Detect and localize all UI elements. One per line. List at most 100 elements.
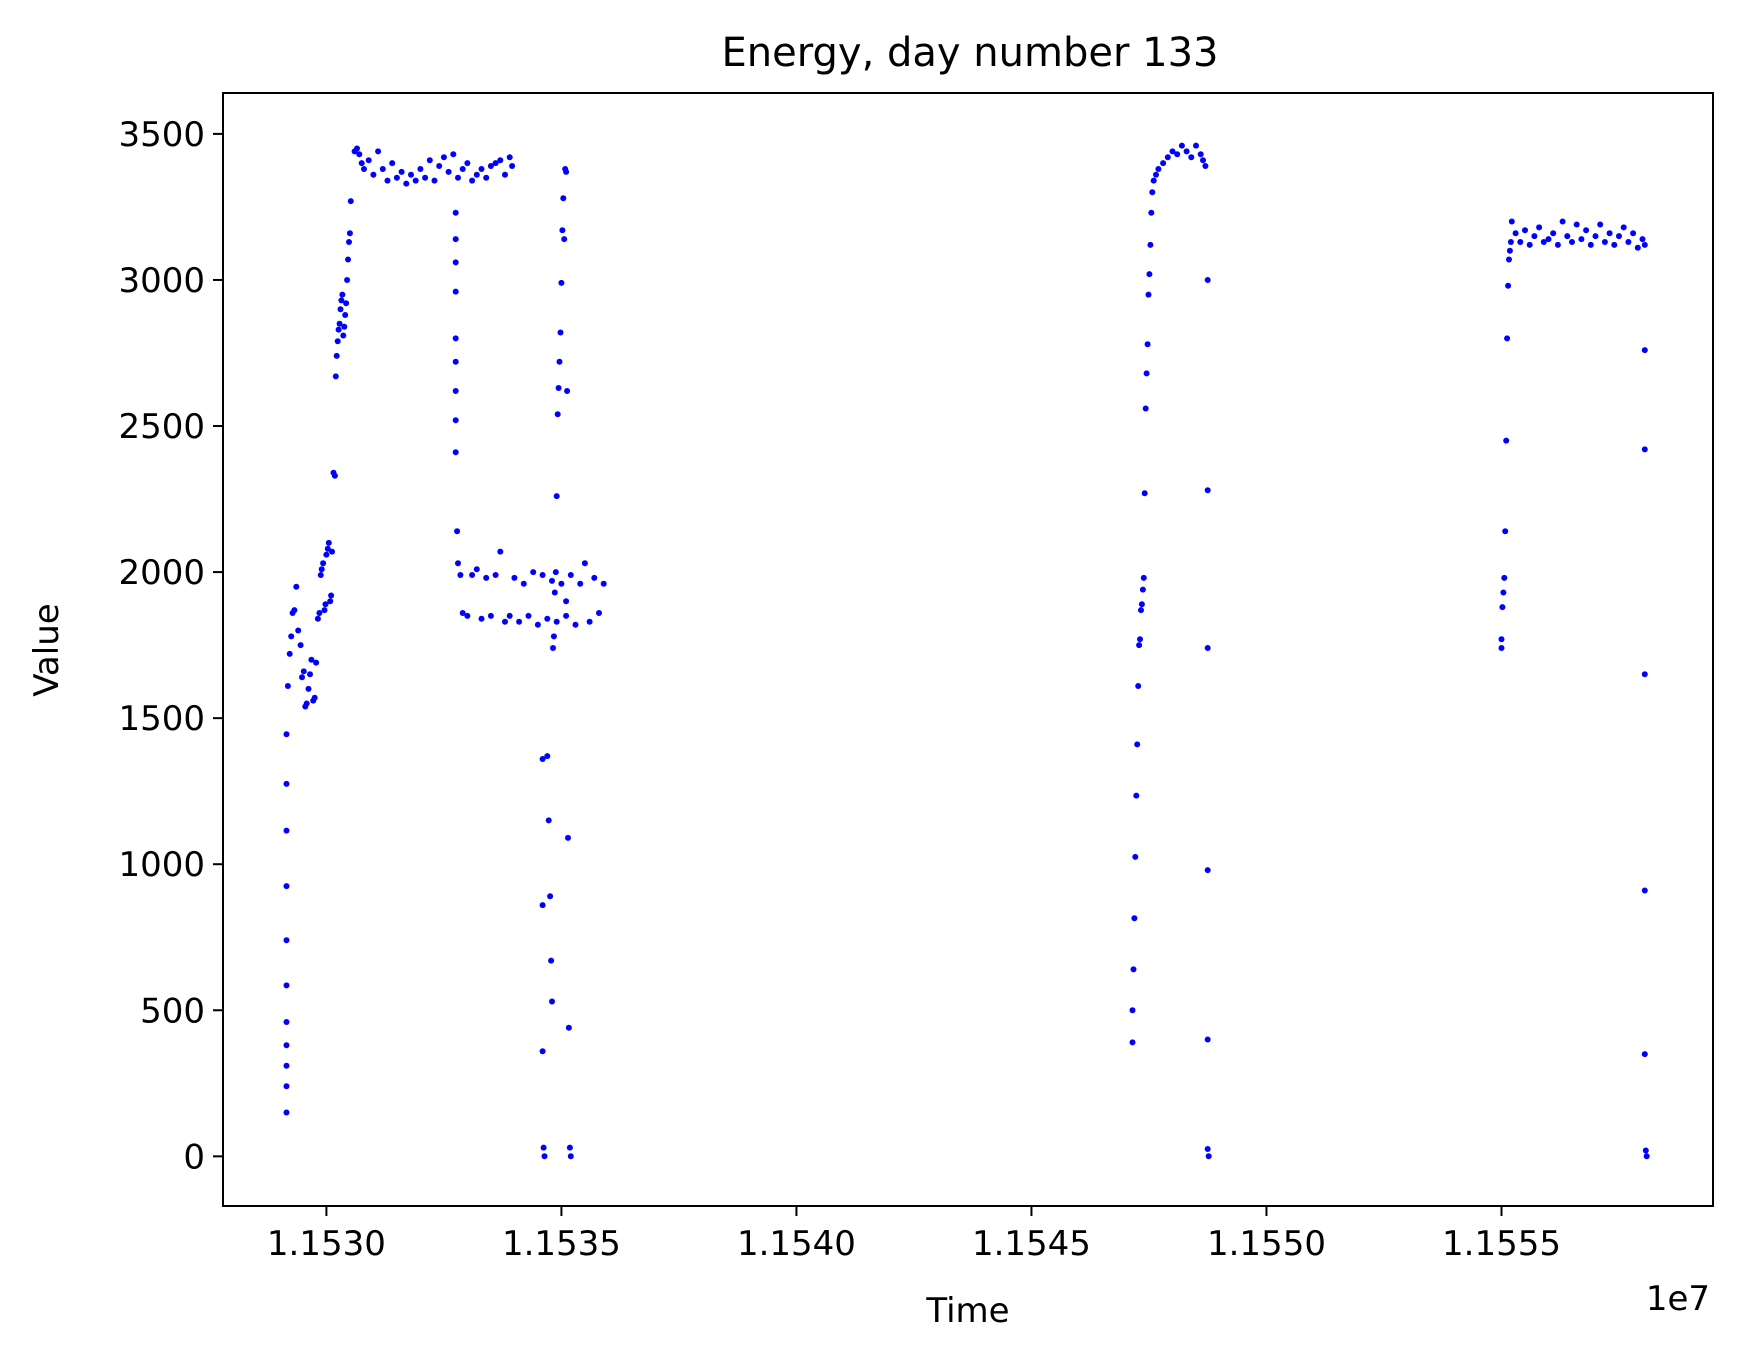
data-point: [1138, 607, 1144, 614]
data-point: [299, 674, 305, 681]
data-point: [549, 577, 555, 584]
data-point: [497, 548, 504, 555]
data-point: [431, 177, 438, 184]
data-point: [291, 607, 298, 614]
data-point: [323, 551, 330, 558]
data-point: [311, 694, 318, 701]
data-point: [1205, 1153, 1212, 1160]
data-point: [283, 827, 290, 834]
data-point: [459, 166, 466, 172]
data-point: [534, 621, 541, 628]
data-point: [1559, 218, 1566, 225]
data-point: [1204, 1146, 1211, 1152]
data-point: [283, 1042, 290, 1049]
chart-title: Energy, day number 133: [722, 30, 1219, 76]
data-point: [1133, 792, 1140, 799]
data-point: [1137, 636, 1143, 643]
data-point: [1145, 291, 1152, 298]
data-point: [370, 171, 377, 178]
data-point: [483, 574, 490, 581]
data-point: [283, 731, 290, 738]
data-point: [1204, 1036, 1211, 1043]
data-point: [540, 1144, 547, 1151]
data-point: [403, 180, 410, 187]
data-point: [559, 227, 566, 234]
data-point: [1583, 227, 1590, 234]
data-point: [398, 168, 405, 175]
data-point: [293, 583, 300, 590]
data-point: [511, 574, 518, 581]
data-point: [305, 685, 312, 692]
data-point: [322, 601, 329, 608]
data-point: [581, 560, 588, 567]
y-tick-label: 3500: [118, 115, 205, 155]
data-point: [1178, 142, 1185, 149]
data-point: [1169, 148, 1176, 155]
data-point: [393, 174, 400, 181]
data-point: [450, 151, 457, 158]
data-point: [314, 615, 321, 622]
data-point: [1501, 574, 1508, 581]
data-point: [1512, 230, 1519, 237]
data-point: [1569, 239, 1575, 245]
data-point: [1500, 589, 1507, 596]
data-point: [596, 610, 602, 616]
data-point: [452, 449, 459, 456]
data-point: [440, 154, 447, 161]
data-point: [553, 618, 560, 625]
data-point: [318, 566, 325, 573]
data-point: [1204, 487, 1211, 494]
data-point: [356, 151, 363, 158]
data-point: [1505, 282, 1512, 289]
data-point: [340, 332, 347, 339]
data-point: [1641, 1051, 1648, 1058]
data-point: [487, 163, 494, 169]
data-point: [426, 157, 433, 164]
data-point: [464, 160, 471, 167]
data-point: [547, 893, 554, 900]
data-point: [563, 598, 570, 605]
data-point: [551, 589, 558, 596]
data-point: [328, 592, 335, 599]
data-point: [1135, 683, 1142, 689]
data-point: [516, 618, 523, 625]
data-point: [1498, 636, 1505, 643]
data-point: [473, 171, 480, 178]
data-point: [436, 163, 443, 169]
data-point: [1498, 645, 1505, 651]
data-point: [549, 998, 555, 1005]
data-point: [539, 756, 546, 762]
data-point: [558, 279, 565, 286]
data-point: [1502, 528, 1509, 535]
data-point: [338, 297, 345, 304]
data-point: [552, 569, 559, 576]
data-point: [1204, 645, 1211, 651]
data-point: [452, 259, 459, 266]
data-point: [586, 618, 593, 625]
data-point: [1545, 236, 1552, 243]
data-point: [577, 580, 584, 587]
data-point: [288, 633, 295, 640]
data-point: [1507, 239, 1514, 245]
data-point: [454, 528, 461, 535]
data-point: [1620, 224, 1627, 231]
data-point: [1139, 586, 1146, 593]
data-point: [384, 177, 391, 184]
data-point: [1578, 236, 1585, 243]
y-tick-label: 0: [183, 1137, 205, 1177]
x-tick-label: 1.1530: [267, 1224, 386, 1264]
data-point: [1641, 347, 1648, 354]
data-point: [341, 323, 348, 330]
data-point: [1592, 233, 1599, 240]
data-point: [539, 572, 546, 578]
data-point: [556, 358, 563, 365]
data-point: [455, 174, 461, 181]
y-axis: 0 500 1000 1500 2000 2500 3000 3500: [118, 115, 223, 1177]
data-point: [1160, 160, 1167, 167]
data-point: [308, 656, 315, 663]
data-point: [345, 256, 351, 263]
data-point: [506, 612, 513, 619]
data-point: [1597, 221, 1604, 228]
data-point: [327, 598, 334, 605]
data-point: [1138, 601, 1145, 608]
